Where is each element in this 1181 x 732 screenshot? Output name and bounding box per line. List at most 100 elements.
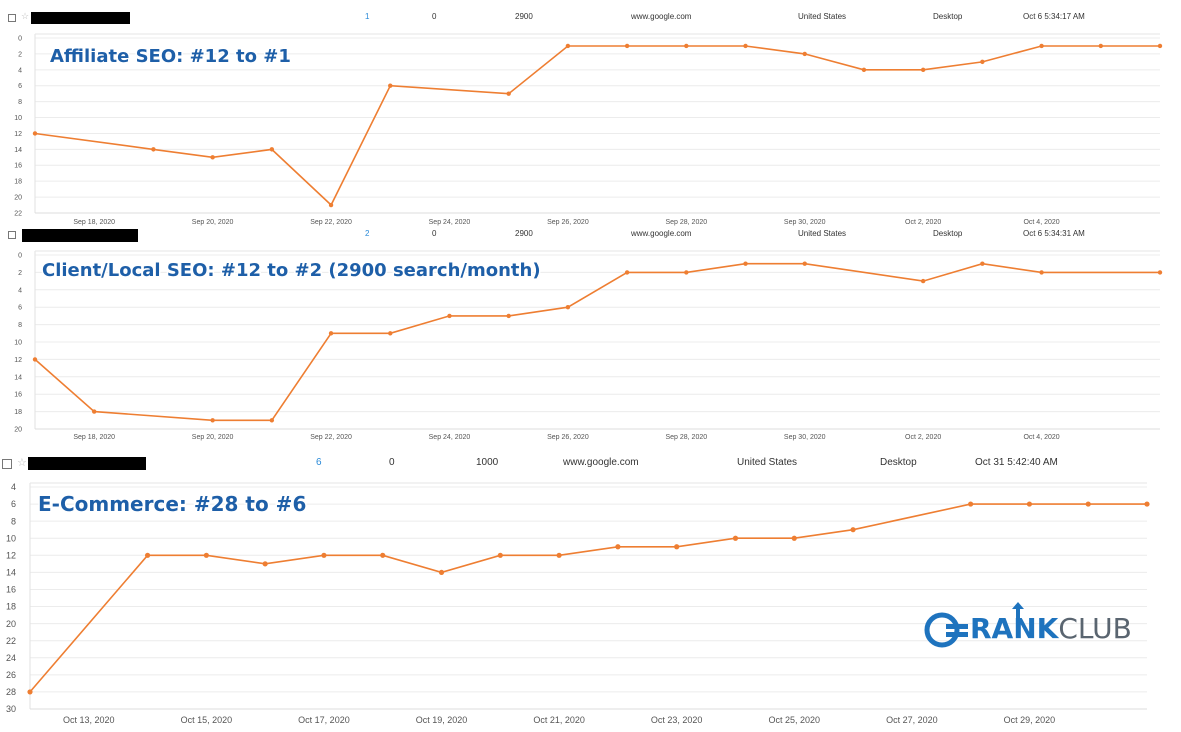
y-tick-label: 22 (14, 210, 22, 217)
x-tick-label: Sep 26, 2020 (547, 219, 589, 226)
data-point[interactable] (861, 67, 867, 73)
star-icon[interactable]: ☆ (21, 11, 30, 21)
data-point[interactable] (1085, 501, 1091, 507)
device: Desktop (933, 229, 963, 238)
y-tick-label: 10 (14, 339, 22, 346)
updated-time: Oct 6 5:34:17 AM (1023, 12, 1085, 21)
data-point[interactable] (684, 43, 689, 49)
data-point[interactable] (380, 552, 386, 558)
data-point[interactable] (269, 418, 275, 423)
data-point[interactable] (743, 43, 748, 49)
rank-position[interactable]: 1 (365, 12, 370, 21)
data-point[interactable] (556, 552, 562, 558)
data-point[interactable] (1144, 501, 1150, 507)
y-tick-label: 8 (18, 99, 22, 106)
data-point[interactable] (920, 278, 926, 284)
search-volume: 2900 (515, 229, 533, 238)
data-point[interactable] (506, 91, 511, 96)
x-tick-label: Oct 19, 2020 (416, 715, 468, 725)
data-point[interactable] (32, 131, 38, 136)
x-tick-label: Oct 4, 2020 (1023, 219, 1059, 226)
data-point[interactable] (269, 147, 275, 152)
data-point[interactable] (262, 561, 268, 567)
data-point[interactable] (438, 569, 445, 575)
data-point[interactable] (506, 313, 511, 319)
data-point[interactable] (497, 552, 503, 558)
search-engine: www.google.com (563, 457, 639, 468)
row-checkbox[interactable] (8, 14, 16, 22)
location: United States (798, 229, 847, 238)
data-point[interactable] (565, 43, 571, 49)
data-point[interactable] (980, 59, 985, 65)
data-point[interactable] (151, 147, 156, 152)
x-tick-label: Oct 25, 2020 (768, 715, 820, 725)
y-tick-label: 6 (11, 499, 16, 509)
search-engine: www.google.com (631, 12, 692, 21)
clicks-value: 0 (432, 12, 437, 21)
redacted-keyword (22, 229, 138, 242)
data-point[interactable] (144, 552, 151, 558)
data-point[interactable] (321, 552, 327, 558)
data-point[interactable] (684, 270, 689, 275)
chart-title: Client/Local SEO: #12 to #2 (2900 search… (42, 260, 541, 281)
data-point[interactable] (743, 261, 748, 266)
data-point[interactable] (980, 261, 985, 266)
row-checkbox[interactable] (8, 231, 16, 239)
data-point[interactable] (203, 552, 209, 558)
star-icon[interactable]: ☆ (17, 457, 27, 469)
y-grid (35, 254, 1160, 430)
data-point[interactable] (1098, 43, 1103, 49)
location: United States (798, 12, 847, 21)
rank-club-logo: RANKCLUB (922, 602, 1138, 652)
rank-series-line (29, 503, 1147, 693)
x-tick-label: Sep 26, 2020 (547, 434, 589, 441)
data-point[interactable] (791, 535, 797, 541)
data-point[interactable] (624, 43, 630, 49)
data-point[interactable] (732, 535, 739, 541)
data-point[interactable] (920, 67, 926, 73)
row-checkbox[interactable] (2, 459, 12, 469)
data-point[interactable] (210, 155, 215, 160)
data-point[interactable] (388, 83, 393, 88)
data-point[interactable] (32, 357, 38, 362)
x-tick-label: Sep 22, 2020 (310, 434, 352, 441)
x-tick-label: Sep 18, 2020 (73, 434, 115, 441)
redacted-keyword (28, 457, 146, 470)
y-tick-label: 0 (18, 252, 22, 259)
data-point[interactable] (802, 51, 807, 57)
data-point[interactable] (624, 270, 630, 275)
y-tick-label: 0 (18, 35, 22, 42)
y-tick-label: 20 (14, 195, 22, 202)
data-point[interactable] (615, 544, 621, 550)
data-point[interactable] (210, 418, 215, 423)
location: United States (737, 457, 798, 468)
y-tick-label: 18 (14, 179, 22, 186)
data-point[interactable] (328, 202, 334, 208)
data-point[interactable] (1157, 270, 1163, 275)
data-point[interactable] (388, 331, 393, 336)
data-point[interactable] (565, 305, 571, 310)
y-tick-label: 8 (18, 322, 22, 329)
data-point[interactable] (1039, 43, 1044, 49)
y-tick-label: 22 (6, 636, 16, 646)
data-point[interactable] (674, 544, 680, 550)
y-tick-label: 2 (18, 51, 22, 58)
data-point[interactable] (850, 527, 856, 533)
data-point[interactable] (328, 331, 334, 336)
data-point[interactable] (802, 261, 807, 266)
rank-position[interactable]: 2 (365, 229, 370, 238)
data-point[interactable] (27, 689, 33, 695)
data-point[interactable] (968, 501, 974, 507)
y-tick-label: 26 (6, 670, 16, 680)
y-tick-label: 18 (6, 602, 16, 612)
data-point[interactable] (1157, 43, 1163, 49)
data-point[interactable] (1026, 501, 1033, 507)
x-tick-label: Oct 15, 2020 (181, 715, 233, 725)
y-tick-label: 24 (6, 653, 16, 663)
data-point[interactable] (447, 313, 452, 319)
data-point[interactable] (1039, 270, 1044, 275)
x-tick-label: Oct 2, 2020 (905, 219, 941, 226)
rank-position[interactable]: 6 (316, 457, 322, 468)
data-point[interactable] (92, 409, 97, 414)
y-tick-label: 12 (14, 357, 22, 364)
